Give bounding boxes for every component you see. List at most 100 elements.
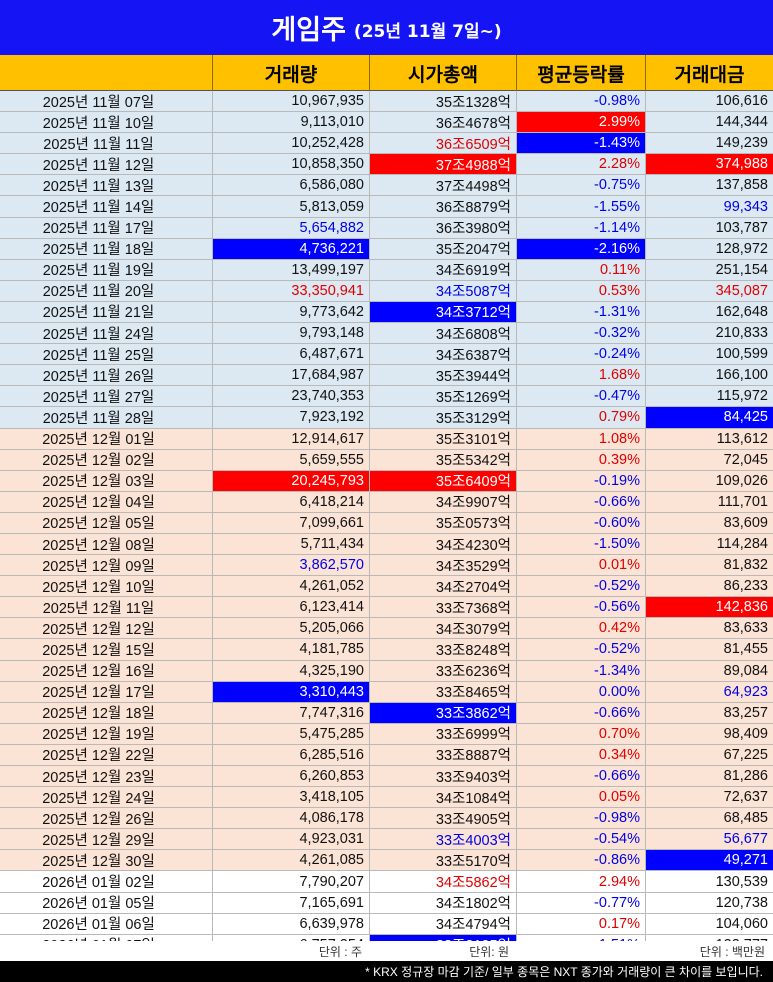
volume-cell: 4,086,178 xyxy=(213,808,370,829)
change-cell: -0.98% xyxy=(517,808,646,829)
volume-cell: 4,325,190 xyxy=(213,660,370,681)
table-body: 2025년 11월 07일 10,967,935 35조1328억 -0.98% 106… xyxy=(0,91,773,977)
change-cell: -0.47% xyxy=(517,386,646,407)
table-row: 2025년 11월 12일 10,858,350 37조4988억 2.28% 374,… xyxy=(0,154,773,176)
volume-cell: 6,586,080 xyxy=(213,175,370,196)
market-cap-cell: 37조4988억 xyxy=(370,154,517,175)
market-cap-cell: 33조5170억 xyxy=(370,850,517,871)
change-cell: -0.86% xyxy=(517,850,646,871)
date-cell: 2025년 12월 05일 xyxy=(0,512,213,533)
date-cell: 2025년 11월 10일 xyxy=(0,112,213,133)
change-cell: 0.53% xyxy=(517,280,646,301)
market-cap-cell: 34조3712억 xyxy=(370,301,517,323)
volume-cell: 3,418,105 xyxy=(213,787,370,808)
change-cell: 0.70% xyxy=(517,723,646,744)
volume-cell: 3,862,570 xyxy=(213,555,370,576)
volume-cell: 6,418,214 xyxy=(213,491,370,512)
trade-value-cell: 109,026 xyxy=(715,472,768,489)
volume-cell: 5,711,434 xyxy=(213,533,370,555)
trade-value-cell: 99,343 xyxy=(723,198,768,215)
date-cell: 2025년 12월 24일 xyxy=(0,787,213,808)
change-cell: -1.55% xyxy=(517,196,646,217)
table-row: 2025년 12월 22일 6,285,516 33조8887억 0.34% 67,22… xyxy=(0,744,773,766)
trade-value-cell: 111,701 xyxy=(717,493,768,510)
change-cell: 0.42% xyxy=(517,618,646,639)
date-cell: 2025년 11월 12일 xyxy=(0,154,213,175)
volume-cell: 7,099,661 xyxy=(213,512,370,533)
trade-value-cell: 72,045 xyxy=(723,451,768,468)
market-cap-cell: 34조1084억 xyxy=(370,787,517,808)
table-row: 2025년 12월 29일 4,923,031 33조4003억 -0.54% 56,6… xyxy=(0,829,773,851)
date-cell: 2025년 11월 25일 xyxy=(0,344,213,365)
change-cell: 0.39% xyxy=(517,449,646,470)
table-row: 2025년 12월 18일 7,747,316 33조3862억 -0.66% 83,2… xyxy=(0,702,773,724)
column-header-row: 거래량 시가총액 평균등락률 거래대금 xyxy=(0,55,773,91)
market-cap-cell: 34조5087억 xyxy=(370,280,517,301)
volume-cell: 6,639,978 xyxy=(213,913,370,934)
date-cell: 2025년 12월 17일 xyxy=(0,681,213,702)
date-cell: 2025년 12월 29일 xyxy=(0,829,213,850)
table-row: 2025년 11월 10일 9,113,010 36조4678억 2.99% 144,3… xyxy=(0,112,773,134)
change-cell: 0.00% xyxy=(517,681,646,702)
volume-cell: 17,684,987 xyxy=(213,365,370,386)
trade-value-cell: 130,539 xyxy=(715,873,768,890)
date-cell: 2025년 11월 19일 xyxy=(0,259,213,280)
volume-cell: 33,350,941 xyxy=(213,280,370,301)
volume-cell: 5,654,882 xyxy=(213,217,370,238)
table-row: 2025년 12월 04일 6,418,214 34조9907억 -0.66% 111,… xyxy=(0,491,773,513)
market-cap-cell: 35조1328억 xyxy=(370,91,517,112)
volume-cell: 5,475,285 xyxy=(213,723,370,744)
date-cell: 2025년 12월 19일 xyxy=(0,723,213,744)
volume-cell: 9,793,148 xyxy=(213,323,370,344)
trade-value-cell: 81,455 xyxy=(723,641,768,658)
change-cell: 1.08% xyxy=(517,428,646,449)
trade-value-cell: 72,637 xyxy=(723,789,768,806)
volume-cell: 4,261,052 xyxy=(213,576,370,597)
market-cap-cell: 33조6999억 xyxy=(370,723,517,744)
header-change: 평균등락률 xyxy=(517,55,646,91)
table-row: 2025년 11월 20일 33,350,941 34조5087억 0.53% 345,… xyxy=(0,280,773,302)
market-cap-cell: 37조4498억 xyxy=(370,175,517,196)
volume-cell: 9,773,642 xyxy=(213,301,370,323)
market-cap-cell: 35조2047억 xyxy=(370,238,517,259)
market-cap-cell: 33조9403억 xyxy=(370,766,517,787)
table-title: 게임주 xyxy=(271,15,346,46)
volume-cell: 4,261,085 xyxy=(213,850,370,871)
volume-cell: 5,813,059 xyxy=(213,196,370,217)
date-cell: 2025년 11월 24일 xyxy=(0,323,213,344)
trade-value-cell: 120,738 xyxy=(715,894,768,911)
volume-cell: 7,747,316 xyxy=(213,702,370,723)
header-volume: 거래량 xyxy=(213,55,370,91)
date-cell: 2025년 11월 21일 xyxy=(0,301,213,323)
market-cap-cell: 34조4230억 xyxy=(370,533,517,555)
table-row: 2025년 12월 10일 4,261,052 34조2704억 -0.52% 86,2… xyxy=(0,576,773,598)
market-cap-cell: 33조8248억 xyxy=(370,639,517,660)
table-row: 2025년 11월 19일 13,499,197 34조6919억 0.11% 251,… xyxy=(0,259,773,281)
table-row: 2026년 01월 02일 7,790,207 34조5862억 2.94% 130,5… xyxy=(0,871,773,893)
volume-cell: 9,113,010 xyxy=(213,112,370,133)
table-row: 2025년 12월 05일 7,099,661 35조0573억 -0.60% 83,6… xyxy=(0,512,773,534)
market-cap-cell: 36조6509억 xyxy=(370,133,517,154)
market-cap-cell: 34조3079억 xyxy=(370,618,517,639)
table-row: 2025년 11월 18일 4,736,221 35조2047억 -2.16% 128,… xyxy=(0,238,773,260)
trade-value-cell: 83,633 xyxy=(723,620,768,637)
date-cell: 2025년 11월 18일 xyxy=(0,238,213,259)
market-cap-cell: 33조4905억 xyxy=(370,808,517,829)
date-cell: 2025년 11월 27일 xyxy=(0,386,213,407)
trade-value-cell: 68,485 xyxy=(723,810,768,827)
table-row: 2025년 12월 12일 5,205,066 34조3079억 0.42% 83,63… xyxy=(0,618,773,640)
change-cell: 0.05% xyxy=(517,787,646,808)
change-cell: -0.98% xyxy=(517,91,646,112)
trade-value-cell: 56,677 xyxy=(723,831,768,848)
table-row: 2025년 11월 21일 9,773,642 34조3712억 -1.31% 162,… xyxy=(0,301,773,324)
header-trade-value: 거래대금 xyxy=(674,63,745,86)
table-row: 2025년 11월 28일 7,923,192 35조3129억 0.79% 84,42… xyxy=(0,407,773,429)
trade-value-cell: 81,832 xyxy=(723,557,768,574)
market-cap-cell: 34조3529억 xyxy=(370,555,517,576)
change-cell: 2.99% xyxy=(517,112,646,133)
change-cell: -1.50% xyxy=(517,533,646,555)
market-cap-cell: 34조6808억 xyxy=(370,323,517,344)
table-row: 2025년 12월 30일 4,261,085 33조5170억 -0.86% 49,2… xyxy=(0,850,773,872)
date-cell: 2025년 12월 12일 xyxy=(0,618,213,639)
